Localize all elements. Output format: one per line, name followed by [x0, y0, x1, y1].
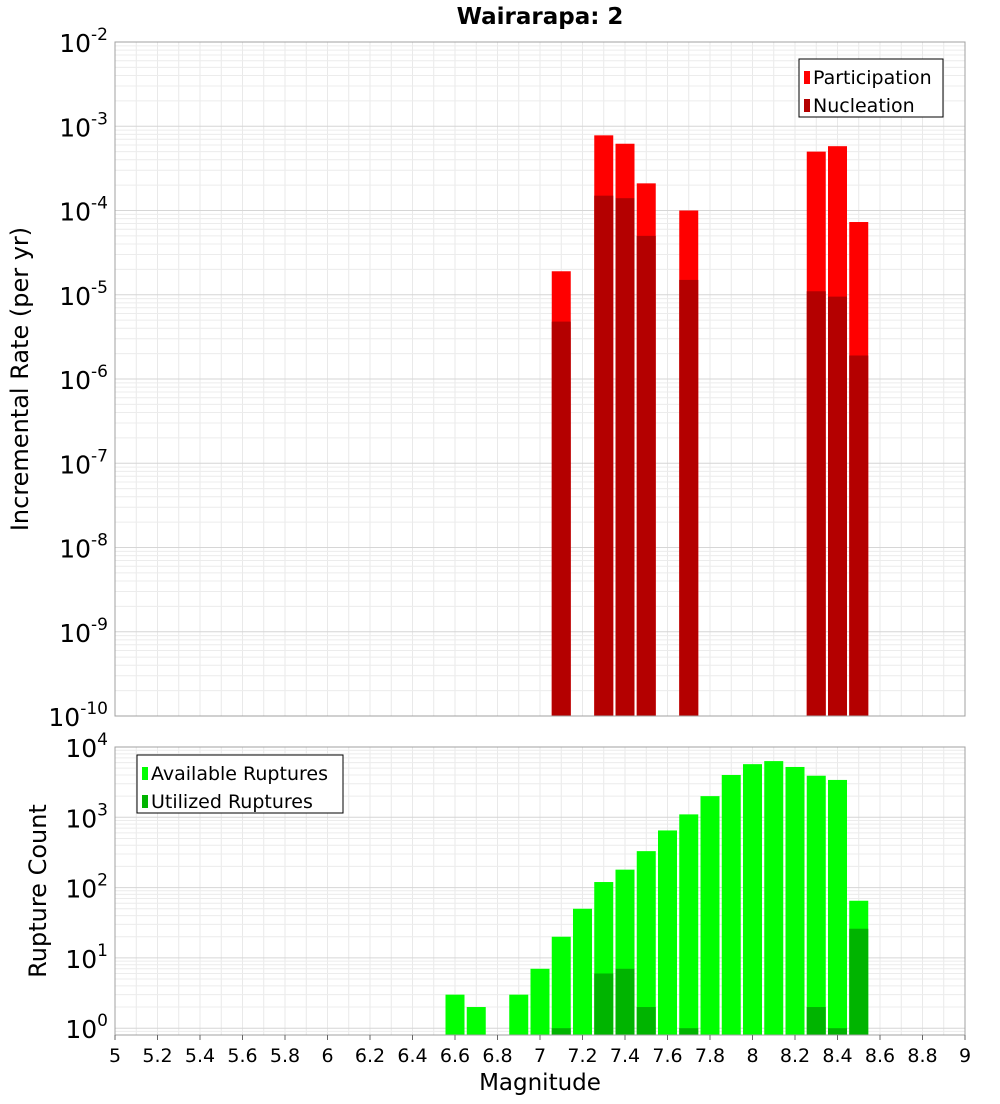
bar-available-ruptures [785, 766, 805, 1035]
y-tick-label: 101 [65, 941, 108, 974]
x-tick-label: 8 [746, 1045, 758, 1067]
legend-label: Available Ruptures [151, 763, 328, 785]
bar-utilized-ruptures [615, 968, 635, 1035]
bar-utilized-ruptures [806, 1007, 826, 1035]
bar-available-ruptures [743, 764, 762, 1035]
y-tick-label: 102 [65, 871, 108, 904]
chart-panel-1: 10-10 10-9 10-8 10-7 10-6 10-5 10-4 10-3 10-2 Wai… [6, 4, 966, 732]
x-tick-label: 7.8 [695, 1045, 725, 1067]
bars [551, 135, 869, 717]
bar-utilized-ruptures [849, 928, 869, 1035]
bar-utilized-ruptures [551, 1028, 571, 1035]
chart-title: Wairarapa: 2 [457, 4, 624, 30]
legend-swatch [142, 767, 148, 780]
bar-nucleation [849, 355, 869, 716]
legend-box [136, 754, 344, 814]
legend-label: Participation [813, 67, 932, 89]
bar-nucleation [615, 198, 635, 716]
x-tick-label: 7 [534, 1045, 546, 1067]
x-tick-label: 6 [321, 1045, 333, 1067]
x-tick-label: 5.2 [142, 1045, 172, 1067]
y-tick-label: 10-2 [59, 25, 108, 58]
x-tick-label: 5.4 [185, 1045, 215, 1067]
bar-nucleation [828, 296, 847, 716]
bars [445, 761, 869, 1035]
x-tick-label: 7.4 [610, 1045, 640, 1067]
y-tick-label: 10-10 [48, 699, 108, 732]
y-axis-label: Rupture Count [24, 804, 52, 978]
y-tick-label: 10-6 [59, 362, 108, 395]
y-tick-label: 10-3 [59, 109, 108, 142]
y-tick-label: 100 [65, 1011, 108, 1044]
bar-nucleation [551, 321, 571, 716]
legend-swatch [804, 71, 810, 84]
y-tick-label: 104 [65, 730, 108, 763]
bar-available-ruptures [636, 851, 656, 1035]
x-tick-label: 7.6 [652, 1045, 682, 1067]
legend: Available Ruptures Utilized Ruptures [136, 754, 344, 814]
bar-nucleation [594, 195, 614, 716]
bar-available-ruptures [658, 830, 677, 1035]
bar-utilized-ruptures [828, 1028, 847, 1035]
legend: Participation Nucleation [798, 58, 944, 118]
x-tick-label: 6.2 [355, 1045, 385, 1067]
chart-panel-2: 100 101 102 103 104 Rupture Count 5 5.2 5.4 5.6 5.… [24, 730, 971, 1096]
x-tick-label: 8.4 [822, 1045, 852, 1067]
plot-frame [114, 41, 966, 717]
y-tick-label: 10-9 [59, 615, 108, 648]
bar-available-ruptures [445, 994, 465, 1035]
y-tick-label: 10-8 [59, 531, 108, 564]
legend-swatch [804, 99, 810, 112]
bar-available-ruptures [551, 936, 571, 1035]
x-tick-label: 9 [959, 1045, 971, 1067]
bar-utilized-ruptures [594, 973, 614, 1035]
x-tick-label: 5.6 [227, 1045, 257, 1067]
legend-label: Utilized Ruptures [151, 791, 313, 813]
bar-available-ruptures [466, 1007, 486, 1035]
legend-swatch [142, 795, 148, 808]
bar-utilized-ruptures [679, 1028, 699, 1035]
x-tick-label: 8.8 [907, 1045, 937, 1067]
y-tick-label: 103 [65, 800, 108, 833]
bar-nucleation [806, 291, 826, 716]
x-tick-label: 7.2 [567, 1045, 597, 1067]
x-tick-label: 8.6 [865, 1045, 895, 1067]
x-tick-label: 6.6 [440, 1045, 470, 1067]
bar-available-ruptures [530, 968, 550, 1035]
bar-available-ruptures [509, 994, 529, 1035]
x-tick-label: 5.8 [270, 1045, 300, 1067]
x-tick-label: 8.2 [780, 1045, 810, 1067]
bar-available-ruptures [828, 779, 847, 1035]
x-tick-label: 6.4 [397, 1045, 427, 1067]
bar-utilized-ruptures [636, 1007, 656, 1035]
y-tick-label: 10-5 [59, 278, 108, 311]
bar-available-ruptures [806, 775, 826, 1035]
y-tick-label: 10-7 [59, 446, 108, 479]
legend-box [798, 58, 944, 118]
x-tick-label: 6.8 [482, 1045, 512, 1067]
bar-nucleation [679, 279, 699, 716]
bar-available-ruptures [700, 796, 720, 1035]
bar-available-ruptures [679, 814, 699, 1035]
legend-label: Nucleation [813, 95, 915, 117]
y-axis-label: Incremental Rate (per yr) [6, 227, 34, 531]
bar-available-ruptures [573, 908, 592, 1035]
bar-nucleation [636, 235, 656, 717]
x-tick-label: 5 [109, 1045, 121, 1067]
bar-available-ruptures [721, 774, 741, 1035]
bar-available-ruptures [764, 761, 784, 1035]
y-tick-label: 10-4 [59, 194, 108, 227]
x-axis-label: Magnitude [479, 1070, 601, 1096]
